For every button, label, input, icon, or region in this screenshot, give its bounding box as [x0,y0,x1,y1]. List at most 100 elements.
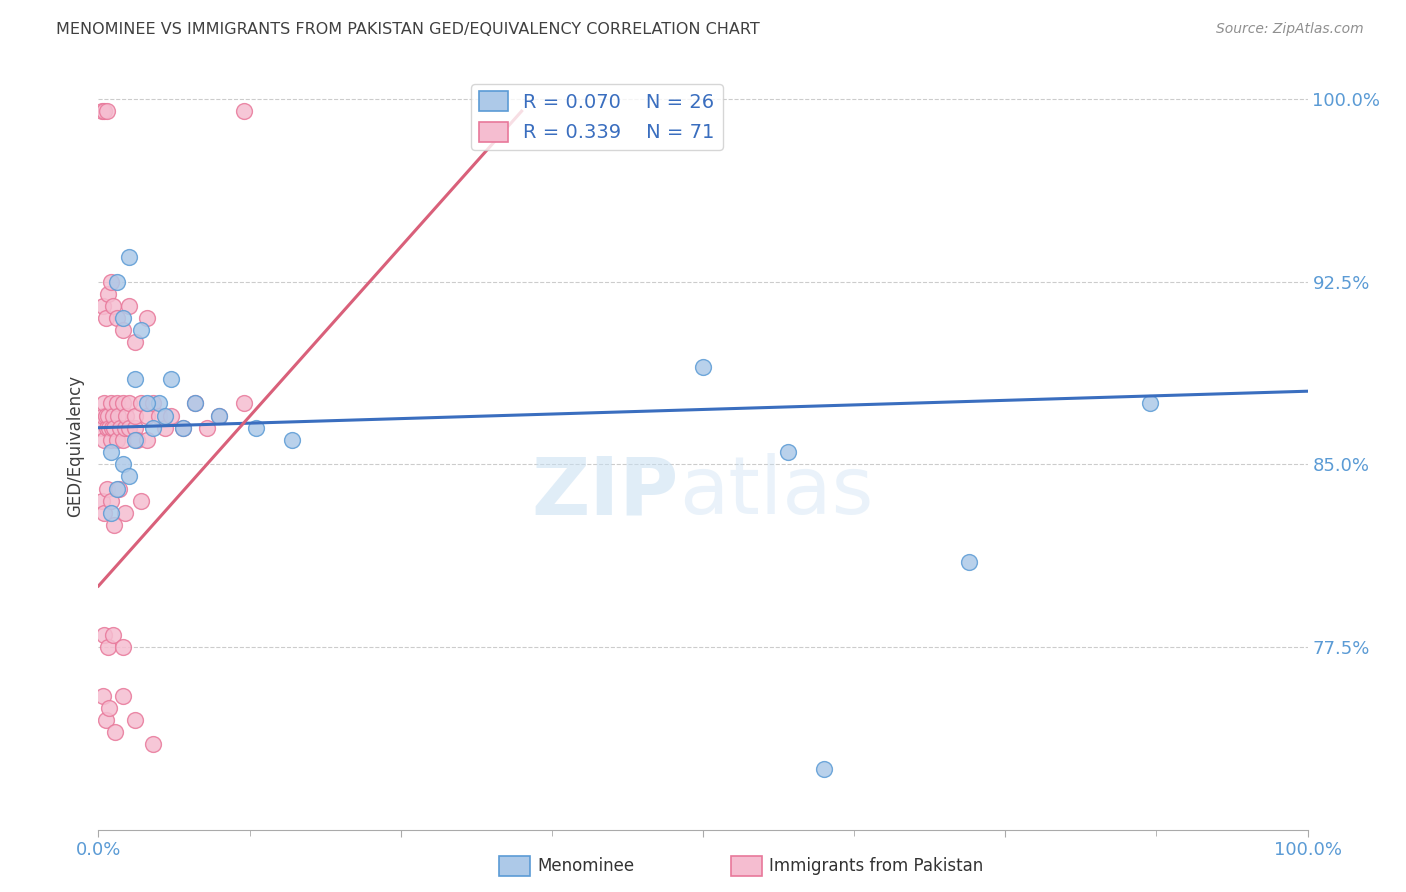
Point [97,409,120,423]
Point [124,421,146,435]
Point [105,482,128,496]
Text: atlas: atlas [679,453,873,531]
Point [124,433,146,447]
Point [100,396,122,410]
Point [98,700,121,714]
Point [111,396,134,410]
Point [91,689,114,703]
Point [135,396,157,410]
Point [93,433,115,447]
Point [97,640,120,654]
Point [1139,396,1161,410]
Point [105,275,128,289]
Point [103,518,125,533]
Point [93,396,115,410]
Point [105,396,128,410]
Point [96,421,118,435]
Point [129,493,152,508]
Point [98,421,121,435]
Point [160,409,183,423]
Point [776,445,799,459]
Point [124,713,146,727]
Point [184,396,207,410]
Point [100,445,122,459]
Point [195,421,218,435]
Point [104,725,127,739]
Point [100,275,122,289]
Point [108,482,131,496]
Point [124,409,146,423]
Point [118,469,141,483]
Legend: R = 0.070    N = 26, R = 0.339    N = 71: R = 0.070 N = 26, R = 0.339 N = 71 [471,84,723,150]
Point [153,409,176,423]
Point [135,433,157,447]
Point [111,323,134,337]
Point [245,421,267,435]
Point [100,421,122,435]
Point [105,311,128,326]
Point [96,104,118,119]
Point [135,409,157,423]
Point [118,299,141,313]
Point [100,433,122,447]
Point [111,311,134,326]
Point [142,737,165,751]
Point [114,421,136,435]
Point [957,555,980,569]
Point [142,396,165,410]
Point [93,104,115,119]
Point [232,104,254,119]
Point [91,493,114,508]
Point [111,640,134,654]
Point [153,421,176,435]
Point [172,421,194,435]
Point [208,409,231,423]
Point [100,506,122,520]
Point [101,628,124,642]
Point [105,433,128,447]
Point [160,372,183,386]
Point [93,506,115,520]
Point [107,409,129,423]
Point [692,359,714,374]
Point [103,421,125,435]
Text: Menominee: Menominee [537,857,634,875]
Point [96,482,118,496]
Point [101,299,124,313]
Point [111,433,134,447]
Point [93,628,115,642]
Y-axis label: GED/Equivalency: GED/Equivalency [66,375,84,517]
Point [115,409,138,423]
Point [100,493,122,508]
Point [94,713,117,727]
Point [114,506,136,520]
Point [281,433,304,447]
Point [142,421,165,435]
Point [91,299,114,313]
Point [148,409,170,423]
Point [118,250,141,264]
Point [111,457,134,471]
Point [135,311,157,326]
Point [111,689,134,703]
Point [91,421,114,435]
Point [232,396,254,410]
Point [94,409,117,423]
Point [91,409,114,423]
Text: Immigrants from Pakistan: Immigrants from Pakistan [769,857,983,875]
Point [127,433,149,447]
Text: ZIP: ZIP [531,453,679,531]
Point [124,372,146,386]
Point [118,396,141,410]
Point [97,286,120,301]
Point [129,323,152,337]
Point [91,104,114,119]
Point [813,762,835,776]
Point [94,311,117,326]
Point [101,409,124,423]
Point [118,421,141,435]
Point [129,396,152,410]
Point [108,421,131,435]
Point [184,396,207,410]
Point [124,335,146,350]
